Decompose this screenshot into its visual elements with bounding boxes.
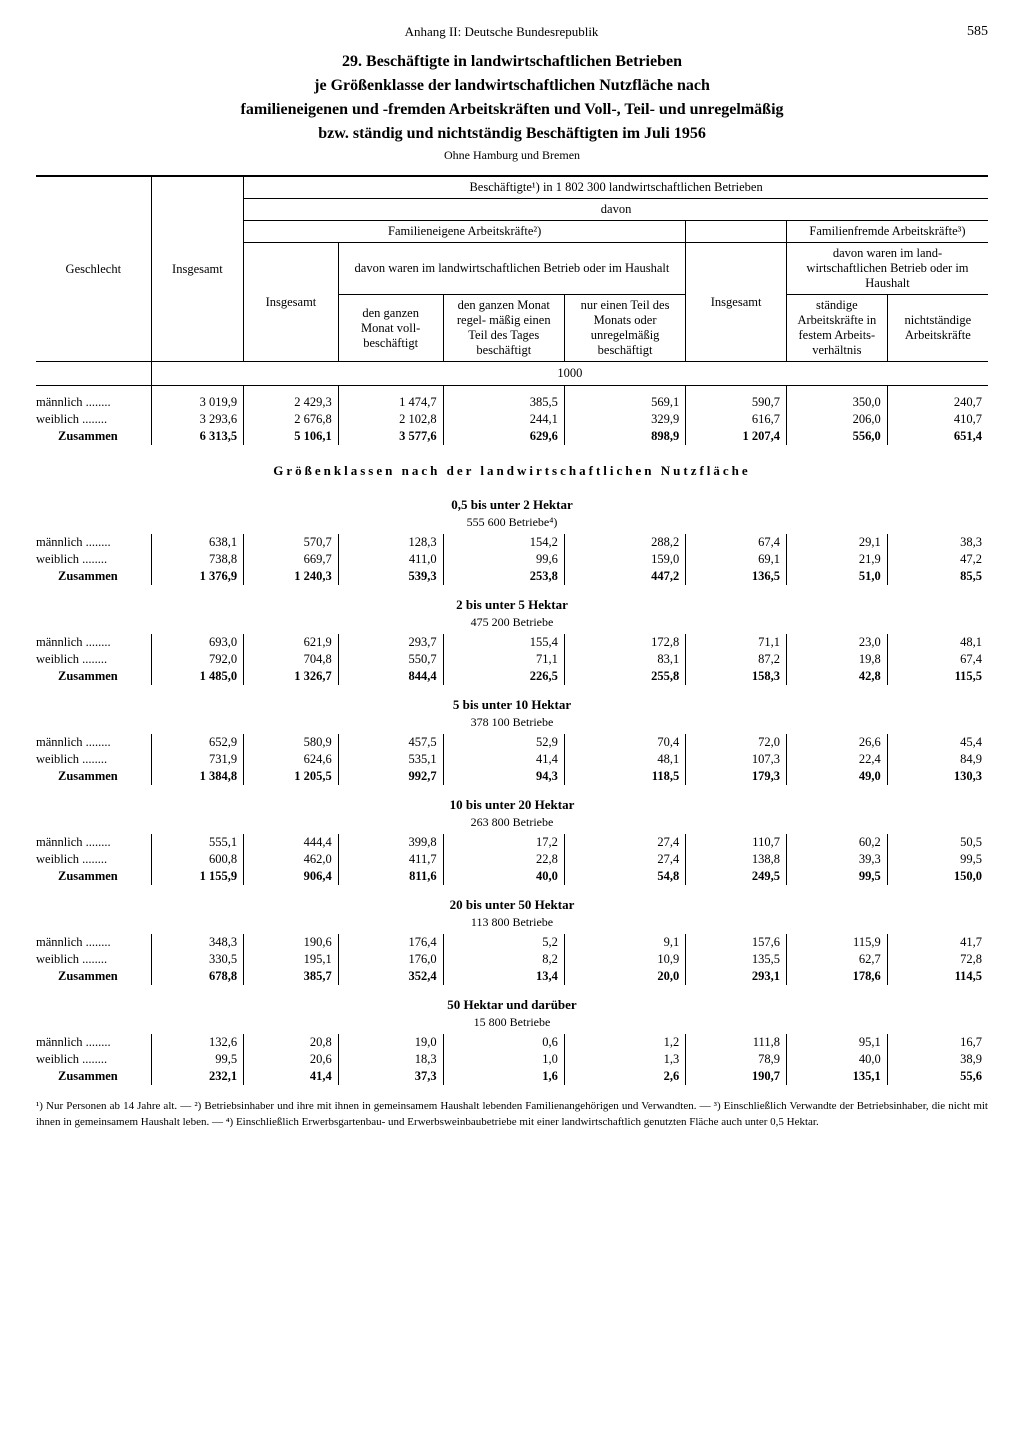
table-row: weiblich738,8669,7411,099,6159,069,121,9…: [36, 551, 988, 568]
group-subtitle: 555 600 Betriebe⁴): [36, 514, 988, 534]
table-row: Zusammen1 155,9906,4811,640,054,8249,599…: [36, 868, 988, 885]
group-title: 20 bis unter 50 Hektar: [36, 885, 988, 914]
group-title: 2 bis unter 5 Hektar: [36, 585, 988, 614]
table-row: männlich652,9580,9457,552,970,472,026,64…: [36, 734, 988, 751]
table-row: Zusammen1 485,01 326,7844,4226,5255,8158…: [36, 668, 988, 685]
table-row: männlich693,0621,9293,7155,4172,871,123,…: [36, 634, 988, 651]
footnotes: ¹) Nur Personen ab 14 Jahre alt. — ²) Be…: [36, 1099, 988, 1131]
table-row: männlich638,1570,7128,3154,2288,267,429,…: [36, 534, 988, 551]
group-title: 0,5 bis unter 2 Hektar: [36, 485, 988, 514]
table-row: Zusammen232,141,437,31,62,6190,7135,155,…: [36, 1068, 988, 1085]
table-header: Geschlecht Insgesamt Beschäftigte¹) in 1…: [36, 176, 988, 386]
group-subtitle: 263 800 Betriebe: [36, 814, 988, 834]
group-title: 50 Hektar und darüber: [36, 985, 988, 1014]
table-row: weiblich99,520,618,31,01,378,940,038,9: [36, 1051, 988, 1068]
page-number: 585: [967, 24, 988, 40]
table-subtitle: Ohne Hamburg und Bremen: [36, 148, 988, 163]
table-title: 29. Beschäftigte in landwirtschaftlichen…: [36, 50, 988, 146]
group-subtitle: 475 200 Betriebe: [36, 614, 988, 634]
table-row: Zusammen6 313,55 106,13 577,6629,6898,91…: [36, 428, 988, 445]
group-subtitle: 378 100 Betriebe: [36, 714, 988, 734]
table-row: männlich132,620,819,00,61,2111,895,116,7: [36, 1034, 988, 1051]
table-row: Zusammen678,8385,7352,413,420,0293,1178,…: [36, 968, 988, 985]
data-table: Geschlecht Insgesamt Beschäftigte¹) in 1…: [36, 175, 988, 1085]
table-row: weiblich330,5195,1176,08,210,9135,562,77…: [36, 951, 988, 968]
table-row: männlich348,3190,6176,45,29,1157,6115,94…: [36, 934, 988, 951]
group-title: 5 bis unter 10 Hektar: [36, 685, 988, 714]
table-row: Zusammen1 376,91 240,3539,3253,8447,2136…: [36, 568, 988, 585]
section-title: Größenklassen nach der landwirtschaftlic…: [36, 445, 988, 485]
table-row: weiblich600,8462,0411,722,827,4138,839,3…: [36, 851, 988, 868]
group-rows: 0,5 bis unter 2 Hektar555 600 Betriebe⁴)…: [36, 485, 988, 1085]
table-row: weiblich3 293,62 676,82 102,8244,1329,96…: [36, 411, 988, 428]
main-rows: männlich3 019,92 429,31 474,7385,5569,15…: [36, 386, 988, 446]
table-row: männlich555,1444,4399,817,227,4110,760,2…: [36, 834, 988, 851]
group-title: 10 bis unter 20 Hektar: [36, 785, 988, 814]
table-row: Zusammen1 384,81 205,5992,794,3118,5179,…: [36, 768, 988, 785]
table-row: weiblich792,0704,8550,771,183,187,219,86…: [36, 651, 988, 668]
group-subtitle: 113 800 Betriebe: [36, 914, 988, 934]
page-header: Anhang II: Deutsche Bundesrepublik: [36, 24, 988, 40]
table-row: männlich3 019,92 429,31 474,7385,5569,15…: [36, 394, 988, 411]
table-row: weiblich731,9624,6535,141,448,1107,322,4…: [36, 751, 988, 768]
group-subtitle: 15 800 Betriebe: [36, 1014, 988, 1034]
